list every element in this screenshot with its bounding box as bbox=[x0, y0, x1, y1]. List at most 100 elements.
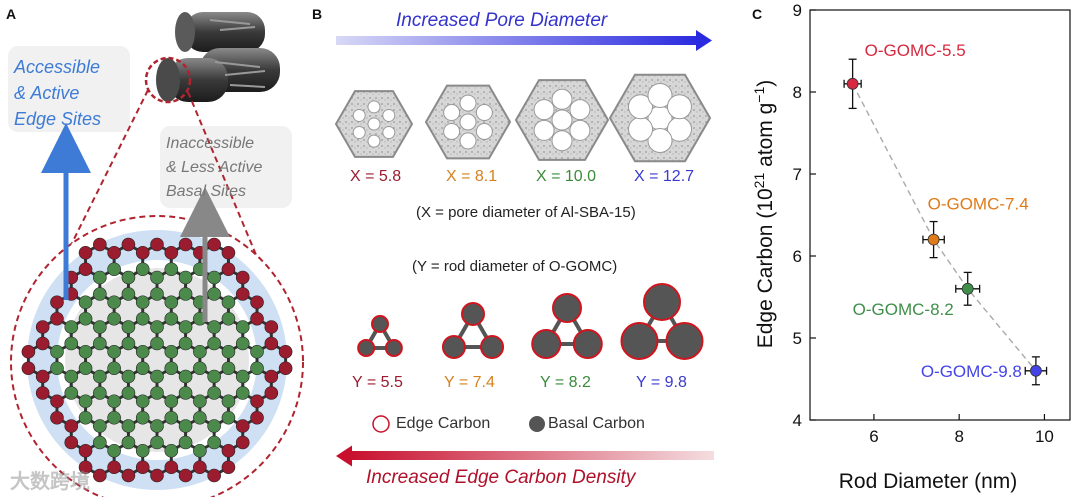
basal-carbon-atom bbox=[164, 410, 179, 425]
basal-carbon-atom bbox=[193, 394, 207, 409]
basal-carbon-atom bbox=[150, 369, 164, 384]
basal-carbon-atom bbox=[178, 336, 193, 351]
basal-carbon-atom bbox=[193, 410, 207, 425]
y-tick-label: 6 bbox=[793, 247, 802, 266]
panel-b-illustration bbox=[334, 30, 714, 467]
edge-carbon-atom bbox=[121, 468, 136, 483]
data-point-O-GOMC-8.2: O-GOMC-8.2 bbox=[853, 271, 981, 319]
x-label-2: X = 8.1 bbox=[446, 168, 498, 185]
basal-carbon-atom bbox=[207, 336, 221, 351]
basal-carbon-atom bbox=[50, 361, 64, 376]
basal-carbon-atom bbox=[207, 386, 221, 400]
point-label: O-GOMC-9.8 bbox=[921, 362, 1022, 381]
edge-carbon-atom bbox=[107, 245, 121, 260]
basal-carbon-atom bbox=[121, 386, 136, 400]
y-tick-label: 9 bbox=[793, 1, 802, 20]
y-tick-label: 4 bbox=[793, 411, 802, 430]
bottom-arrow-label: Increased Edge Carbon Density bbox=[366, 467, 636, 488]
basal-carbon-atom bbox=[93, 419, 107, 433]
basal-carbon-atom bbox=[135, 262, 150, 277]
edge-carbon-atom bbox=[264, 336, 279, 351]
basal-carbon-atom bbox=[121, 369, 136, 384]
rod-cluster-4 bbox=[620, 283, 704, 360]
basal-carbon-atom bbox=[78, 295, 93, 310]
edge-carbon-atom bbox=[135, 460, 150, 475]
edge-carbon-atom bbox=[78, 443, 93, 458]
panel-c-letter: C bbox=[752, 6, 763, 22]
edge-carbon-atom bbox=[250, 410, 264, 425]
basal-carbon-atom bbox=[178, 435, 193, 450]
basal-carbon-atom bbox=[64, 386, 79, 400]
basal-carbon-atom bbox=[235, 320, 250, 334]
basal-carbon-atom bbox=[164, 311, 179, 326]
edge-carbon-atom bbox=[50, 311, 64, 326]
edge-carbon-atom bbox=[35, 386, 50, 400]
edge-carbon-atom bbox=[221, 245, 236, 260]
basal-carbon-atom bbox=[107, 311, 121, 326]
basal-carbon-atom bbox=[221, 410, 236, 425]
basal-carbon-atom bbox=[78, 394, 93, 409]
edge-carbon-atom bbox=[50, 394, 64, 409]
basal-carbon-atom bbox=[107, 443, 121, 458]
data-points: O-GOMC-5.5 O-GOMC-7.4 O-GOMC-8.2 O-GOMC-9.8 bbox=[843, 41, 1048, 386]
edge-carbon-atom bbox=[107, 460, 121, 475]
x-label-3: X = 10.0 bbox=[536, 168, 597, 185]
point-label: O-GOMC-8.2 bbox=[853, 300, 954, 319]
basal-carbon-atom bbox=[207, 320, 221, 334]
ogomc-rods bbox=[357, 283, 704, 360]
basal-carbon-atom bbox=[178, 287, 193, 301]
basal-carbon-atom bbox=[93, 435, 107, 450]
basal-carbon-atom bbox=[164, 443, 179, 458]
basal-carbon-atom bbox=[64, 336, 79, 351]
basal-carbon-atom bbox=[207, 270, 221, 285]
basal-carbon-atom bbox=[93, 270, 107, 285]
watermark: 大数跨境 bbox=[10, 471, 90, 493]
basal-carbon-atom bbox=[207, 419, 221, 433]
point-label: O-GOMC-5.5 bbox=[865, 41, 966, 60]
basal-carbon-atom bbox=[64, 369, 79, 384]
basal-carbon-atom bbox=[78, 311, 93, 326]
edge-carbon-atom bbox=[35, 336, 50, 351]
edge-carbon-atom bbox=[178, 468, 193, 483]
basal-carbon-atom bbox=[150, 336, 164, 351]
plot-frame bbox=[809, 9, 1071, 421]
basal-carbon-atom bbox=[121, 336, 136, 351]
basal-carbon-atom bbox=[164, 295, 179, 310]
basal-carbon-atom bbox=[121, 270, 136, 285]
edge-carbon-atom bbox=[164, 460, 179, 475]
basal-carbon-atom bbox=[93, 369, 107, 384]
basal-carbon-atom bbox=[93, 336, 107, 351]
x-note: (X = pore diameter of Al-SBA-15) bbox=[416, 204, 636, 221]
basal-carbon-atom bbox=[135, 410, 150, 425]
edge-carbon-atom bbox=[235, 270, 250, 285]
basal-carbon-atom bbox=[107, 262, 121, 277]
basal-carbon-atom bbox=[150, 419, 164, 433]
x-label-4: X = 12.7 bbox=[634, 168, 695, 185]
y-axis-label: Edge Carbon (1021 atom g−1) bbox=[751, 80, 777, 349]
point-marker bbox=[846, 77, 859, 90]
basal-carbon-atom bbox=[78, 344, 93, 359]
basal-carbon-atom bbox=[93, 386, 107, 400]
rod-cluster-3 bbox=[531, 293, 603, 359]
basal-carbon-atom bbox=[121, 419, 136, 433]
edge-carbon-atom bbox=[264, 386, 279, 400]
edge-carbon-atom bbox=[278, 361, 293, 376]
edge-carbon-atom bbox=[250, 394, 264, 409]
edge-carbon-atom bbox=[150, 237, 164, 252]
basal-carbon-atom bbox=[93, 287, 107, 301]
x-axis-label: Rod Diameter (nm) bbox=[839, 470, 1018, 493]
basal-carbon-atom bbox=[78, 410, 93, 425]
edge-carbon-atom bbox=[93, 237, 107, 252]
accessible-label-box bbox=[8, 46, 130, 132]
basal-carbon-atom bbox=[250, 361, 264, 376]
y-tick-label: 7 bbox=[793, 165, 802, 184]
point-label: O-GOMC-7.4 bbox=[928, 195, 1029, 214]
basal-carbon-atom bbox=[164, 344, 179, 359]
edge-carbon-atom bbox=[264, 320, 279, 334]
basal-carbon-atom bbox=[50, 344, 64, 359]
basal-carbon-atom bbox=[150, 270, 164, 285]
edge-carbon-atom bbox=[235, 287, 250, 301]
edge-carbon-atom bbox=[250, 295, 264, 310]
edge-carbon-atom bbox=[221, 443, 236, 458]
basal-carbon-atom bbox=[178, 270, 193, 285]
